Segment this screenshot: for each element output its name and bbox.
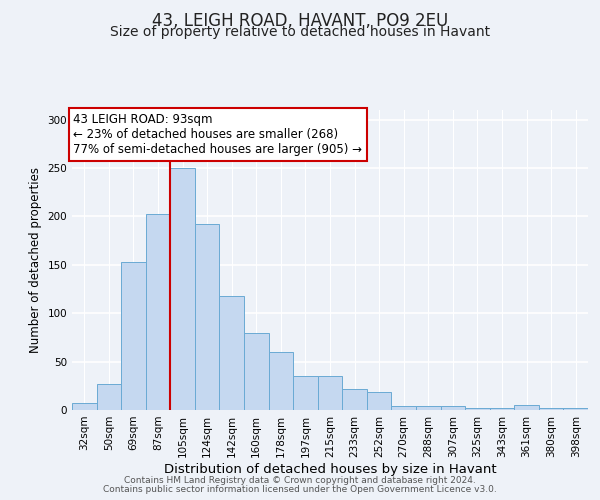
Text: Size of property relative to detached houses in Havant: Size of property relative to detached ho… (110, 25, 490, 39)
Bar (563, 408, 588, 410)
Bar (170, 168, 195, 410)
Bar (539, 408, 563, 410)
Bar (465, 408, 490, 410)
Text: 43 LEIGH ROAD: 93sqm
← 23% of detached houses are smaller (268)
77% of semi-deta: 43 LEIGH ROAD: 93sqm ← 23% of detached h… (73, 113, 362, 156)
Bar (342, 388, 367, 410)
Bar (244, 332, 269, 410)
Y-axis label: Number of detached properties: Number of detached properties (29, 167, 42, 353)
Bar (514, 405, 539, 410)
Bar (490, 408, 514, 410)
Bar (367, 392, 391, 410)
X-axis label: Distribution of detached houses by size in Havant: Distribution of detached houses by size … (164, 462, 496, 475)
Text: Contains public sector information licensed under the Open Government Licence v3: Contains public sector information licen… (103, 485, 497, 494)
Bar (220, 296, 244, 410)
Bar (269, 352, 293, 410)
Bar (440, 406, 465, 410)
Bar (97, 384, 121, 410)
Bar (416, 406, 440, 410)
Bar (195, 224, 220, 410)
Bar (72, 403, 97, 410)
Text: Contains HM Land Registry data © Crown copyright and database right 2024.: Contains HM Land Registry data © Crown c… (124, 476, 476, 485)
Bar (391, 406, 416, 410)
Text: 43, LEIGH ROAD, HAVANT, PO9 2EU: 43, LEIGH ROAD, HAVANT, PO9 2EU (152, 12, 448, 30)
Bar (121, 262, 146, 410)
Bar (293, 376, 318, 410)
Bar (146, 214, 170, 410)
Bar (318, 376, 342, 410)
